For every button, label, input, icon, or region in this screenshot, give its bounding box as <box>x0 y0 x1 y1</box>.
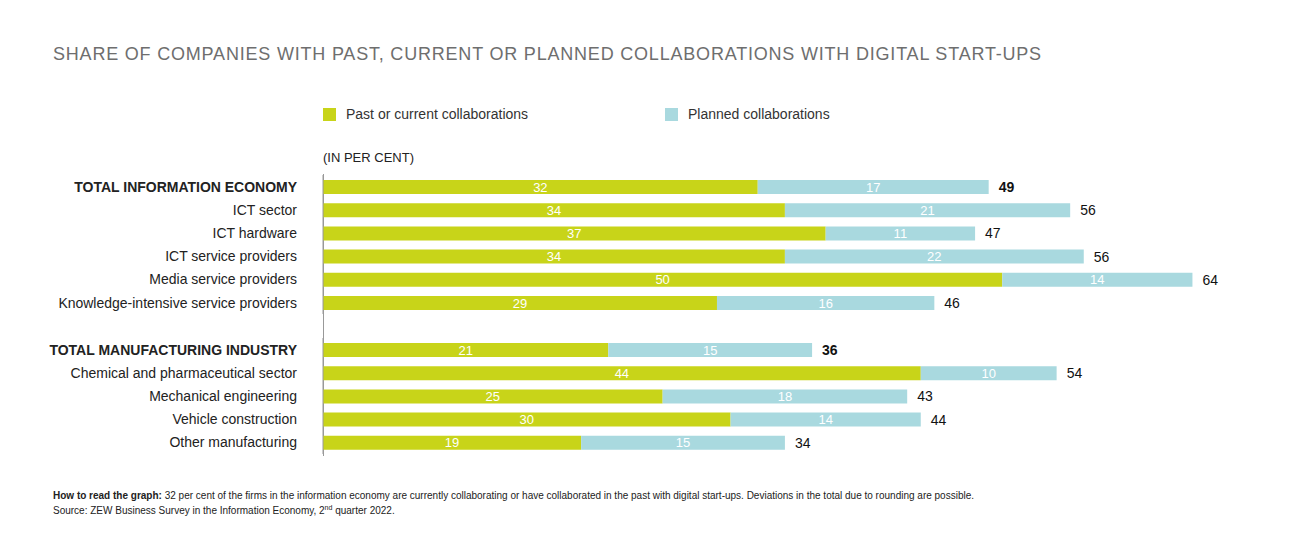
svg-text:32: 32 <box>533 179 547 194</box>
html-text:(IN PER CENT): (IN PER CENT) <box>323 150 414 165</box>
svg-text:15: 15 <box>703 342 717 357</box>
svg-text:43: 43 <box>917 388 933 404</box>
html-text:Past or current collaborations: Past or current collaborations <box>346 106 529 122</box>
svg-text:17: 17 <box>866 179 880 194</box>
svg-text:21: 21 <box>920 202 934 217</box>
svg-text:25: 25 <box>486 389 500 404</box>
svg-text:ICT service providers: ICT service providers <box>165 248 297 264</box>
svg-text:34: 34 <box>547 249 561 264</box>
svg-text:Vehicle construction: Vehicle construction <box>172 411 297 427</box>
html-text:Planned collaborations: Planned collaborations <box>688 106 830 122</box>
html-text:How to read the graph: 32 per: How to read the graph: 32 per cent of th… <box>53 490 974 501</box>
svg-text:56: 56 <box>1094 248 1110 264</box>
svg-text:21: 21 <box>458 342 472 357</box>
html-text:SHARE OF COMPANIES WITH PAST,: SHARE OF COMPANIES WITH PAST, CURRENT OR… <box>53 44 1042 64</box>
svg-text:14: 14 <box>1090 272 1104 287</box>
svg-text:34: 34 <box>795 434 811 450</box>
svg-text:22: 22 <box>927 249 941 264</box>
svg-text:44: 44 <box>615 365 629 380</box>
svg-text:16: 16 <box>818 295 832 310</box>
svg-text:15: 15 <box>676 435 690 450</box>
svg-text:37: 37 <box>567 226 581 241</box>
svg-text:ICT hardware: ICT hardware <box>213 224 298 240</box>
svg-text:TOTAL MANUFACTURING INDUSTRY: TOTAL MANUFACTURING INDUSTRY <box>49 341 297 357</box>
svg-text:Media service providers: Media service providers <box>149 271 297 287</box>
svg-text:49: 49 <box>999 178 1015 194</box>
svg-text:44: 44 <box>931 411 947 427</box>
svg-text:Knowledge-intensive service pr: Knowledge-intensive service providers <box>58 294 297 310</box>
svg-text:19: 19 <box>445 435 459 450</box>
svg-text:14: 14 <box>818 412 832 427</box>
svg-text:56: 56 <box>1080 202 1096 218</box>
svg-text:36: 36 <box>822 342 838 358</box>
svg-text:Mechanical engineering: Mechanical engineering <box>149 388 297 404</box>
svg-text:46: 46 <box>944 294 960 310</box>
svg-text:Other manufacturing: Other manufacturing <box>169 434 297 450</box>
svg-text:TOTAL INFORMATION ECONOMY: TOTAL INFORMATION ECONOMY <box>74 178 297 194</box>
svg-text:Chemical and pharmaceutical se: Chemical and pharmaceutical sector <box>71 364 298 380</box>
svg-text:30: 30 <box>520 412 534 427</box>
svg-text:47: 47 <box>985 225 1001 241</box>
html-text:Source: ZEW Business Survey in: Source: ZEW Business Survey in the Infor… <box>53 504 395 517</box>
svg-text:10: 10 <box>981 365 995 380</box>
svg-text:50: 50 <box>655 272 669 287</box>
svg-text:34: 34 <box>547 202 561 217</box>
svg-text:ICT sector: ICT sector <box>233 201 298 217</box>
svg-text:29: 29 <box>513 295 527 310</box>
svg-text:11: 11 <box>894 226 907 241</box>
svg-text:64: 64 <box>1202 271 1218 287</box>
svg-text:54: 54 <box>1067 365 1083 381</box>
svg-text:18: 18 <box>778 389 792 404</box>
